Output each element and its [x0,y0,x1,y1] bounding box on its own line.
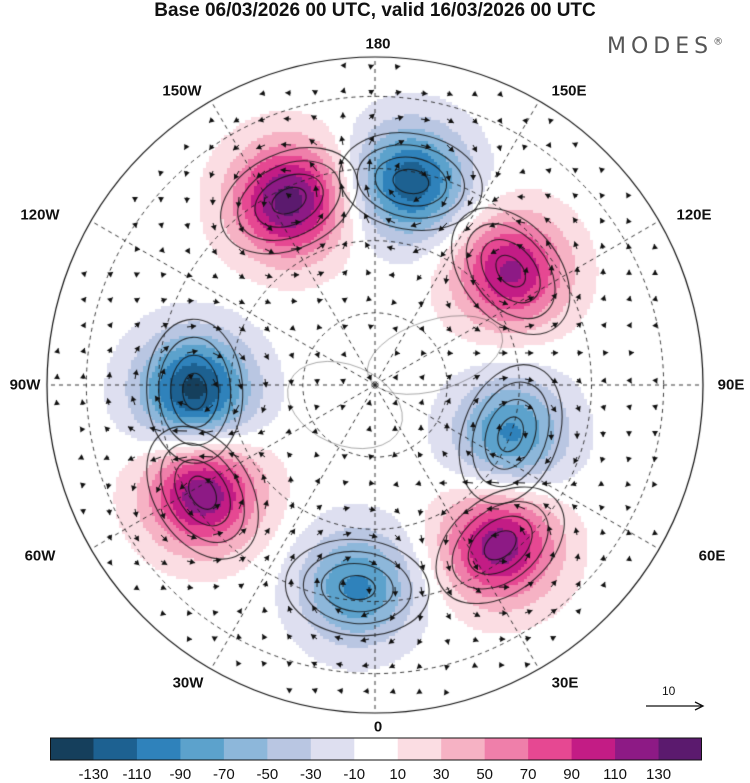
colorbar-tick: -10 [343,766,366,783]
reference-vector-label: 10 [662,684,676,698]
colorbar-swatch [658,738,702,760]
colorbar [50,737,702,761]
colorbar-tick: 90 [563,766,580,783]
colorbar-swatch [571,738,616,760]
colorbar-tick: -30 [299,766,322,783]
reference-vector-arrow [646,701,705,711]
colorbar-tick: 30 [432,766,450,783]
lon-label-90e: 90E [717,376,745,394]
colorbar-swatch [223,738,268,760]
lon-label-0: 0 [373,718,383,736]
colorbar-tick: -70 [213,766,235,783]
lon-label-90w: 90W [9,376,41,394]
colorbar-tick: 50 [476,766,493,783]
colorbar-swatch [615,738,660,760]
lon-label-60e: 60E [698,547,726,565]
colorbar-swatch [93,738,138,760]
colorbar-tick: 10 [389,766,407,783]
colorbar-swatch [50,738,94,760]
colorbar-tick: -110 [122,766,152,783]
page-title: Base 06/03/2026 00 UTC, valid 16/03/2026… [154,0,596,21]
lon-label-120e: 120E [676,206,712,224]
lon-label-60w: 60W [24,547,56,565]
colorbar-tick: -130 [78,766,109,783]
lon-label-120w: 120W [20,206,60,224]
colorbar-swatch [180,738,225,760]
lon-label-30w: 30W [172,674,204,692]
lon-label-180: 180 [365,35,391,53]
lon-label-150e: 150E [551,82,587,100]
lon-label-150w: 150W [162,82,202,100]
colorbar-tick: 110 [603,766,628,783]
colorbar-swatch [354,738,399,760]
colorbar-tick: 70 [519,766,537,783]
colorbar-swatch [397,738,442,760]
colorbar-tick: 130 [646,766,672,783]
colorbar-swatch [136,738,181,760]
lon-label-30e: 30E [551,674,579,692]
colorbar-tick: -50 [256,766,279,783]
brand-logo: MODES® [607,34,724,59]
colorbar-swatch [441,738,486,760]
colorbar-tick: -90 [169,766,192,783]
colorbar-swatch [528,738,573,760]
colorbar-swatch [267,738,312,760]
colorbar-swatch [310,738,355,760]
colorbar-swatch [484,738,529,760]
